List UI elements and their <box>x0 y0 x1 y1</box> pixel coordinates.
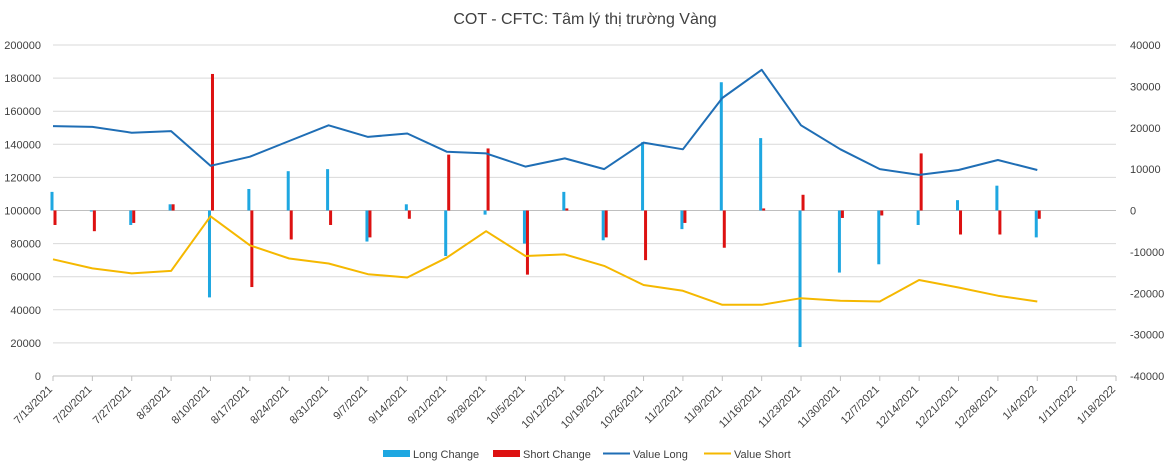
bar-short-change <box>289 210 293 240</box>
bar-short-change <box>604 210 608 238</box>
bar-short-change <box>801 194 805 211</box>
y-left-tick-label: 80000 <box>10 239 41 251</box>
y-left-tick-label: 60000 <box>10 272 41 284</box>
bar-long-change <box>89 210 93 212</box>
y-right-tick-label: 20000 <box>1130 123 1161 135</box>
bar-long-change <box>956 200 960 211</box>
bar-short-change <box>53 210 57 225</box>
bar-short-change <box>92 210 96 232</box>
y-right-tick-label: -20000 <box>1130 288 1164 300</box>
bar-short-change <box>998 210 1002 235</box>
bar-short-change <box>683 210 687 223</box>
legend-swatch <box>383 450 410 457</box>
y-right-tick-label: -40000 <box>1130 371 1164 383</box>
bar-long-change <box>798 210 802 348</box>
bar-short-change <box>171 204 175 211</box>
bar-long-change <box>483 210 487 215</box>
bar-long-change <box>50 191 54 211</box>
line-value-long <box>52 68 1038 176</box>
y-right-tick-label: 0 <box>1130 206 1136 218</box>
y-right-tick-label: -10000 <box>1130 247 1164 259</box>
bar-long-change <box>680 210 684 230</box>
bar-short-change <box>722 210 726 248</box>
y-left-tick-label: 120000 <box>4 172 41 184</box>
y-left-tick-label: 40000 <box>10 305 41 317</box>
bar-long-change <box>759 138 763 211</box>
bar-long-change <box>129 210 133 225</box>
bar-short-change <box>840 210 844 218</box>
y-left-tick-label: 140000 <box>4 139 41 151</box>
line-value-short <box>52 215 1038 306</box>
y-right-tick-label: 10000 <box>1130 164 1161 176</box>
bar-long-change <box>168 204 172 211</box>
legend-label: Short Change <box>523 449 591 461</box>
bar-long-change <box>1034 210 1038 238</box>
bar-long-change <box>916 210 920 225</box>
legend-label: Value Short <box>734 449 791 461</box>
bar-long-change <box>641 142 645 211</box>
y-left-tick-label: 160000 <box>4 106 41 118</box>
bar-long-change <box>207 210 211 298</box>
bar-short-change <box>407 210 411 219</box>
legend: Long Change Short Change Value Long Value S… <box>383 449 791 461</box>
y-left-tick-label: 200000 <box>4 40 41 52</box>
bar-short-change <box>250 210 254 288</box>
y-left-tick-label: 0 <box>35 371 41 383</box>
bar-short-change <box>132 210 136 223</box>
bar-long-change <box>444 210 448 257</box>
y-right-tick-label: 40000 <box>1130 40 1161 52</box>
gridlines <box>53 44 1116 377</box>
bar-long-change <box>719 82 723 211</box>
chart-title: COT - CFTC: Tâm lý thị trường Vàng <box>453 11 716 28</box>
y-left-tick-label: 180000 <box>4 73 41 85</box>
legend-label: Long Change <box>413 449 479 461</box>
legend-swatch <box>493 450 520 457</box>
y-left-tick-label: 100000 <box>4 206 41 218</box>
legend-label: Value Long <box>633 449 688 461</box>
bar-short-change <box>880 210 884 216</box>
bar-short-change <box>959 210 963 235</box>
bar-long-change <box>837 210 841 273</box>
bar-short-change <box>1037 210 1041 219</box>
bar-long-change <box>522 210 526 244</box>
bar-long-change <box>601 210 605 241</box>
bar-short-change <box>644 210 648 261</box>
bar-long-change <box>326 169 330 211</box>
bar-short-change <box>368 210 372 238</box>
bar-long-change <box>365 210 369 242</box>
bar-long-change <box>404 204 408 211</box>
bar-short-change <box>762 208 766 211</box>
bar-long-change <box>562 191 566 211</box>
bar-short-change <box>447 154 451 211</box>
y-right-tick-label: -30000 <box>1130 330 1164 342</box>
line-series <box>52 68 1038 306</box>
bar-short-change <box>329 210 333 225</box>
bar-short-change <box>525 210 529 275</box>
bar-short-change <box>565 208 569 211</box>
bar-long-change <box>995 185 999 211</box>
bar-short-change <box>486 148 490 211</box>
y-right-tick-label: 30000 <box>1130 81 1161 93</box>
bar-long-change <box>877 210 881 265</box>
bar-series <box>50 73 1041 348</box>
bar-long-change <box>247 188 251 211</box>
bar-short-change <box>919 153 923 211</box>
y-left-tick-label: 20000 <box>10 338 41 350</box>
bar-short-change <box>210 73 214 211</box>
bar-long-change <box>286 171 290 211</box>
